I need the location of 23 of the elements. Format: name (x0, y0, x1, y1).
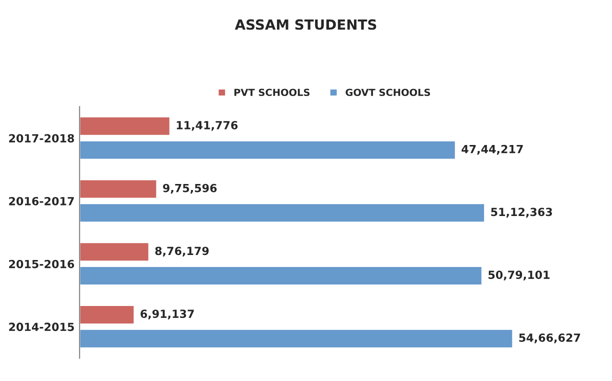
bar (80, 266, 483, 286)
data-label: 9,75,596 (163, 184, 217, 194)
bar (80, 140, 456, 160)
legend-label: GOVT SCHOOLS (346, 88, 430, 96)
bar (80, 304, 136, 325)
bar (80, 202, 486, 224)
data-label: 6,91,137 (140, 310, 194, 320)
data-label: 8,76,179 (155, 246, 209, 257)
data-label: 54,66,627 (519, 333, 580, 344)
bar (80, 328, 514, 349)
data-label: 47,44,217 (462, 144, 523, 155)
y-tick-label: 2015-2016 (9, 260, 74, 268)
legend-label: PVT SCHOOLS (234, 88, 310, 96)
data-label: 50,79,101 (488, 270, 550, 280)
y-tick-label: 2014-2015 (9, 322, 74, 332)
data-label: 11,41,776 (176, 121, 238, 131)
chart-title: ASSAM STUDENTS (234, 19, 376, 30)
bar (80, 116, 171, 136)
y-tick-label: 2016-2017 (9, 196, 74, 206)
bar (80, 242, 150, 262)
data-label: 51,12,363 (491, 208, 552, 218)
y-tick-label: 2017-2018 (9, 134, 74, 142)
bar (80, 178, 158, 200)
